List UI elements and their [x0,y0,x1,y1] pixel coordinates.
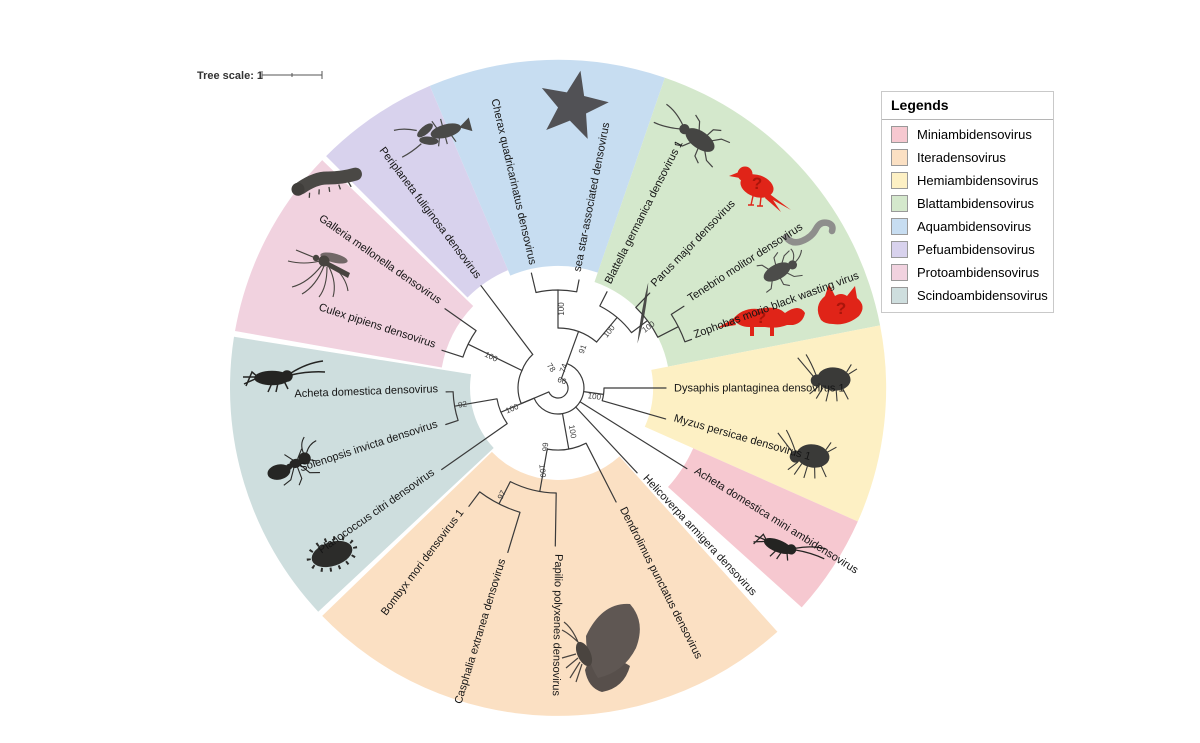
legend-item-hemiambidensovirus: Hemiambidensovirus [882,169,1053,192]
legend-swatch [891,195,908,212]
bootstrap-value: 78 [545,361,558,374]
uncertain-host-mark: ? [756,308,766,327]
cricket-icon [753,533,827,561]
sector-miniambidensovirus [668,448,858,608]
ant-icon [267,436,320,486]
legend-swatch [891,264,908,281]
tree-scale-bar [261,71,323,79]
aphid-icon [797,354,858,402]
legend-item-label: Hemiambidensovirus [917,173,1039,188]
bootstrap-value: 100 [504,402,520,416]
legend-panel: Legends Miniambidensovirus Iteradensovir… [881,91,1054,313]
legend-swatch [891,149,908,166]
legend-swatch [891,218,908,235]
bootstrap-value: 100 [601,323,617,339]
bootstrap-value: 92 [457,399,468,410]
legend-item-label: Aquambidensovirus [917,219,1032,234]
tree-scale: Tree scale: 1 [197,70,323,82]
sector-wedges [229,59,887,716]
anteater-icon: ? [717,307,805,336]
sector-pefuambidensovirus [326,85,508,298]
sector-iteradensovirus [322,451,778,716]
bootstrap-value: 91 [577,343,589,355]
legend-swatch [891,287,908,304]
bootstrap-value: 99 [541,442,550,452]
tree-branches [441,272,693,553]
bootstrap-value: 100 [587,391,602,402]
crayfish-icon [393,117,473,158]
legend-swatch [891,172,908,189]
beetle-icon [756,248,803,293]
bootstrap-value: 100 [537,464,547,479]
legend-item-label: Blattambidensovirus [917,196,1035,211]
aphid-icon [777,429,837,479]
bat-icon: ? [817,284,863,325]
mosquito-icon [287,249,350,298]
bootstrap-value: 100 [567,424,578,439]
caterpillar-icon [291,167,362,198]
moth-icon [561,603,640,692]
legend-item-label: Pefuambidensovirus [917,242,1035,257]
sector-aquambidensovirus [429,59,665,276]
uncertain-host-mark: ? [836,299,846,318]
starfish-icon [541,70,609,139]
sector-protoambidensovirus [235,160,474,368]
bootstrap-value: 100 [483,350,499,364]
mealybug-icon [306,535,358,573]
tree-scale-label: Tree scale: 1 [197,70,263,82]
legend-swatch [891,126,908,143]
leaf-label: Papilio polyxenes densovirus [550,554,564,697]
legend-item-label: Scindoambidensovirus [917,288,1048,303]
sector-scindoambidensovirus [229,336,494,612]
bird-icon: ? [729,166,791,212]
bootstrap-value: 100 [557,302,566,316]
sector-blattambidensovirus [594,77,881,367]
bootstrap-value: 74 [558,362,570,374]
legend-item-scindoambidensovirus: Scindoambidensovirus [882,284,1053,307]
legend-item-protoambidensovirus: Protoambidensovirus [882,261,1053,284]
host-silhouettes: ? ? ? [243,70,863,692]
legend-item-label: Miniambidensovirus [917,127,1032,142]
legend-swatch [891,241,908,258]
legend-item-iteradensovirus: Iteradensovirus [882,146,1053,169]
leaf-label: Acheta domestica densovirus [294,383,439,400]
legend-item-aquambidensovirus: Aquambidensovirus [882,215,1053,238]
legend-item-blattambidensovirus: Blattambidensovirus [882,192,1053,215]
bootstrap-value: 66 [556,375,568,387]
legend-title: Legends [882,92,1053,120]
legend-item-label: Iteradensovirus [917,150,1006,165]
legend-item-miniambidensovirus: Miniambidensovirus [882,123,1053,146]
mealworm-icon [782,219,836,246]
cricket-icon [243,360,326,393]
uncertain-host-mark: ? [752,174,762,193]
legend-item-pefuambidensovirus: Pefuambidensovirus [882,238,1053,261]
legend-item-label: Protoambidensovirus [917,265,1040,280]
leaf-label: Dysaphis plantaginea densovirus 1 [674,383,845,395]
cockroach-icon [653,103,731,168]
